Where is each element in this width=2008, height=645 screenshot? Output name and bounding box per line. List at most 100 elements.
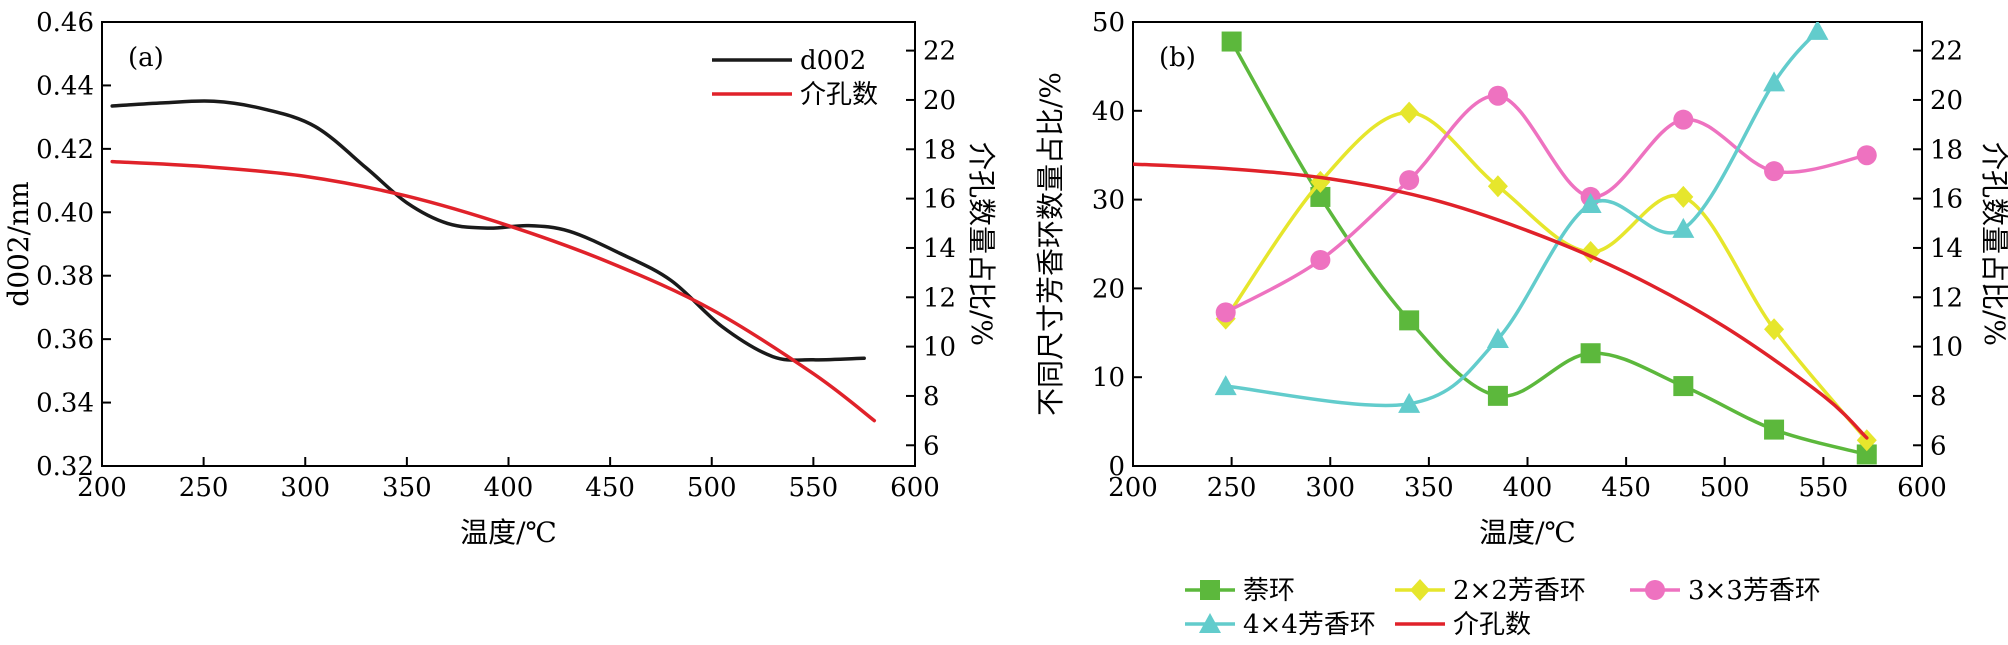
x-tick-label: 200 [1108, 473, 1158, 503]
y-left-tick-label: 0.36 [36, 325, 94, 355]
y-left-tick-label: 20 [1092, 274, 1125, 304]
legend-marker [1200, 580, 1220, 600]
y-right-tick-label: 6 [1930, 431, 1947, 461]
data-point [1487, 385, 1508, 406]
y-right-tick-label: 14 [1930, 234, 1963, 264]
series-1 [110, 99, 866, 362]
data-point [1673, 109, 1694, 130]
y-left-tick-label: 30 [1092, 186, 1125, 216]
data-point [1487, 175, 1508, 198]
y-right-tick-label: 22 [923, 37, 956, 67]
data-point [1215, 302, 1236, 323]
data-point [1579, 193, 1602, 214]
y-left-tick-label: 10 [1092, 363, 1125, 393]
data-point [1310, 249, 1331, 270]
plot-frame [1132, 21, 1923, 467]
y-left-tick-label: 0 [1108, 452, 1125, 482]
x-tick-label: 200 [77, 473, 127, 503]
legend-label: 4×4芳香环 [1243, 610, 1376, 640]
x-tick-label: 550 [789, 473, 839, 503]
y-left-tick-label: 0.40 [36, 198, 94, 228]
x-tick-label: 300 [1305, 473, 1355, 503]
x-tick-label: 400 [484, 473, 534, 503]
y-left-axis-title: d002/nm [2, 181, 35, 306]
legend-label: 介孔数 [800, 80, 878, 110]
x-tick-label: 500 [687, 473, 737, 503]
legend: 萘环 2×2芳香环 3×3芳香环 4×4芳香环 介孔数 [1185, 576, 1821, 640]
legend-marker [1199, 613, 1221, 633]
series-line [1229, 39, 1869, 457]
y-right-tick-label: 20 [923, 86, 956, 116]
x-tick-label: 250 [1207, 473, 1257, 503]
data-point [1763, 71, 1786, 92]
legend-label: 介孔数 [1453, 610, 1531, 640]
series-4 [1214, 22, 1829, 413]
y-right-tick-label: 10 [923, 333, 956, 363]
series-line [1223, 93, 1869, 315]
y-right-tick-label: 8 [1930, 382, 1947, 412]
series-5 [1133, 162, 1869, 440]
series-line [110, 99, 866, 362]
y-right-axis-title: 介孔数量占比/% [965, 142, 998, 346]
x-tick-label: 600 [890, 473, 940, 503]
legend-label: 萘环 [1243, 576, 1295, 606]
data-point [1398, 392, 1421, 413]
y-left-tick-label: 0.38 [36, 262, 94, 292]
legend: d002 介孔数 [712, 46, 878, 110]
data-point [1764, 161, 1785, 182]
y-left-tick-label: 50 [1092, 8, 1125, 38]
y-left-tick-label: 40 [1092, 97, 1125, 127]
y-right-tick-label: 16 [1930, 185, 1963, 215]
panel-b: 200 250 300 350 400 450 500 550 600 0 10 20 30 40 50 6 8… [1034, 8, 2008, 640]
y-left-axis-title: 不同尺寸芳香环数量占比/% [1034, 72, 1067, 416]
y-right-tick-label: 12 [1930, 283, 1963, 313]
series-1 [1221, 31, 1877, 465]
data-point [1856, 145, 1877, 166]
y-right-tick-label: 18 [1930, 135, 1963, 165]
data-point [1214, 375, 1237, 396]
y-right-tick-label: 20 [1930, 86, 1963, 116]
y-left-tick-label: 0.46 [36, 8, 94, 38]
data-point [1487, 85, 1508, 106]
x-tick-label: 350 [1404, 473, 1454, 503]
data-point [1672, 217, 1695, 238]
plot-frame [101, 21, 916, 467]
panel-a: 200 250 300 350 400 450 500 550 600 0.32 0.34 0.36 0… [2, 8, 998, 549]
y-right-tick-label: 12 [923, 283, 956, 313]
legend-marker [1410, 579, 1430, 601]
x-tick-label: 600 [1897, 473, 1947, 503]
x-tick-label: 450 [1601, 473, 1651, 503]
data-point [1764, 419, 1785, 440]
x-axis-title: 温度/℃ [1479, 516, 1576, 549]
y-right-tick-label: 8 [923, 382, 940, 412]
data-point [1399, 170, 1420, 191]
series-line [1133, 162, 1869, 440]
x-tick-label: 350 [382, 473, 432, 503]
y-right-tick-label: 22 [1930, 37, 1963, 67]
x-tick-label: 450 [585, 473, 635, 503]
series-line [1223, 29, 1820, 408]
legend-marker [1645, 580, 1665, 600]
panel-label: (b) [1159, 43, 1196, 73]
data-point [1310, 186, 1331, 207]
y-right-tick-label: 10 [1930, 333, 1963, 363]
series-2 [1215, 101, 1877, 452]
x-tick-label: 250 [179, 473, 229, 503]
legend-label: 2×2芳香环 [1453, 576, 1586, 606]
data-point [1486, 328, 1509, 349]
series-2 [110, 159, 877, 423]
data-point [1221, 31, 1242, 52]
y-left-tick-label: 0.42 [36, 135, 94, 165]
x-tick-label: 300 [280, 473, 330, 503]
data-point [1673, 185, 1694, 208]
data-point [1580, 343, 1601, 364]
y-left-tick-label: 0.34 [36, 389, 94, 419]
series-line [1223, 110, 1869, 442]
y-right-axis-title: 介孔数量占比/% [1978, 142, 2008, 346]
x-axis-title: 温度/℃ [460, 516, 557, 549]
x-tick-label: 550 [1799, 473, 1849, 503]
legend-label: d002 [800, 46, 866, 76]
x-tick-label: 500 [1700, 473, 1750, 503]
y-right-tick-label: 18 [923, 135, 956, 165]
